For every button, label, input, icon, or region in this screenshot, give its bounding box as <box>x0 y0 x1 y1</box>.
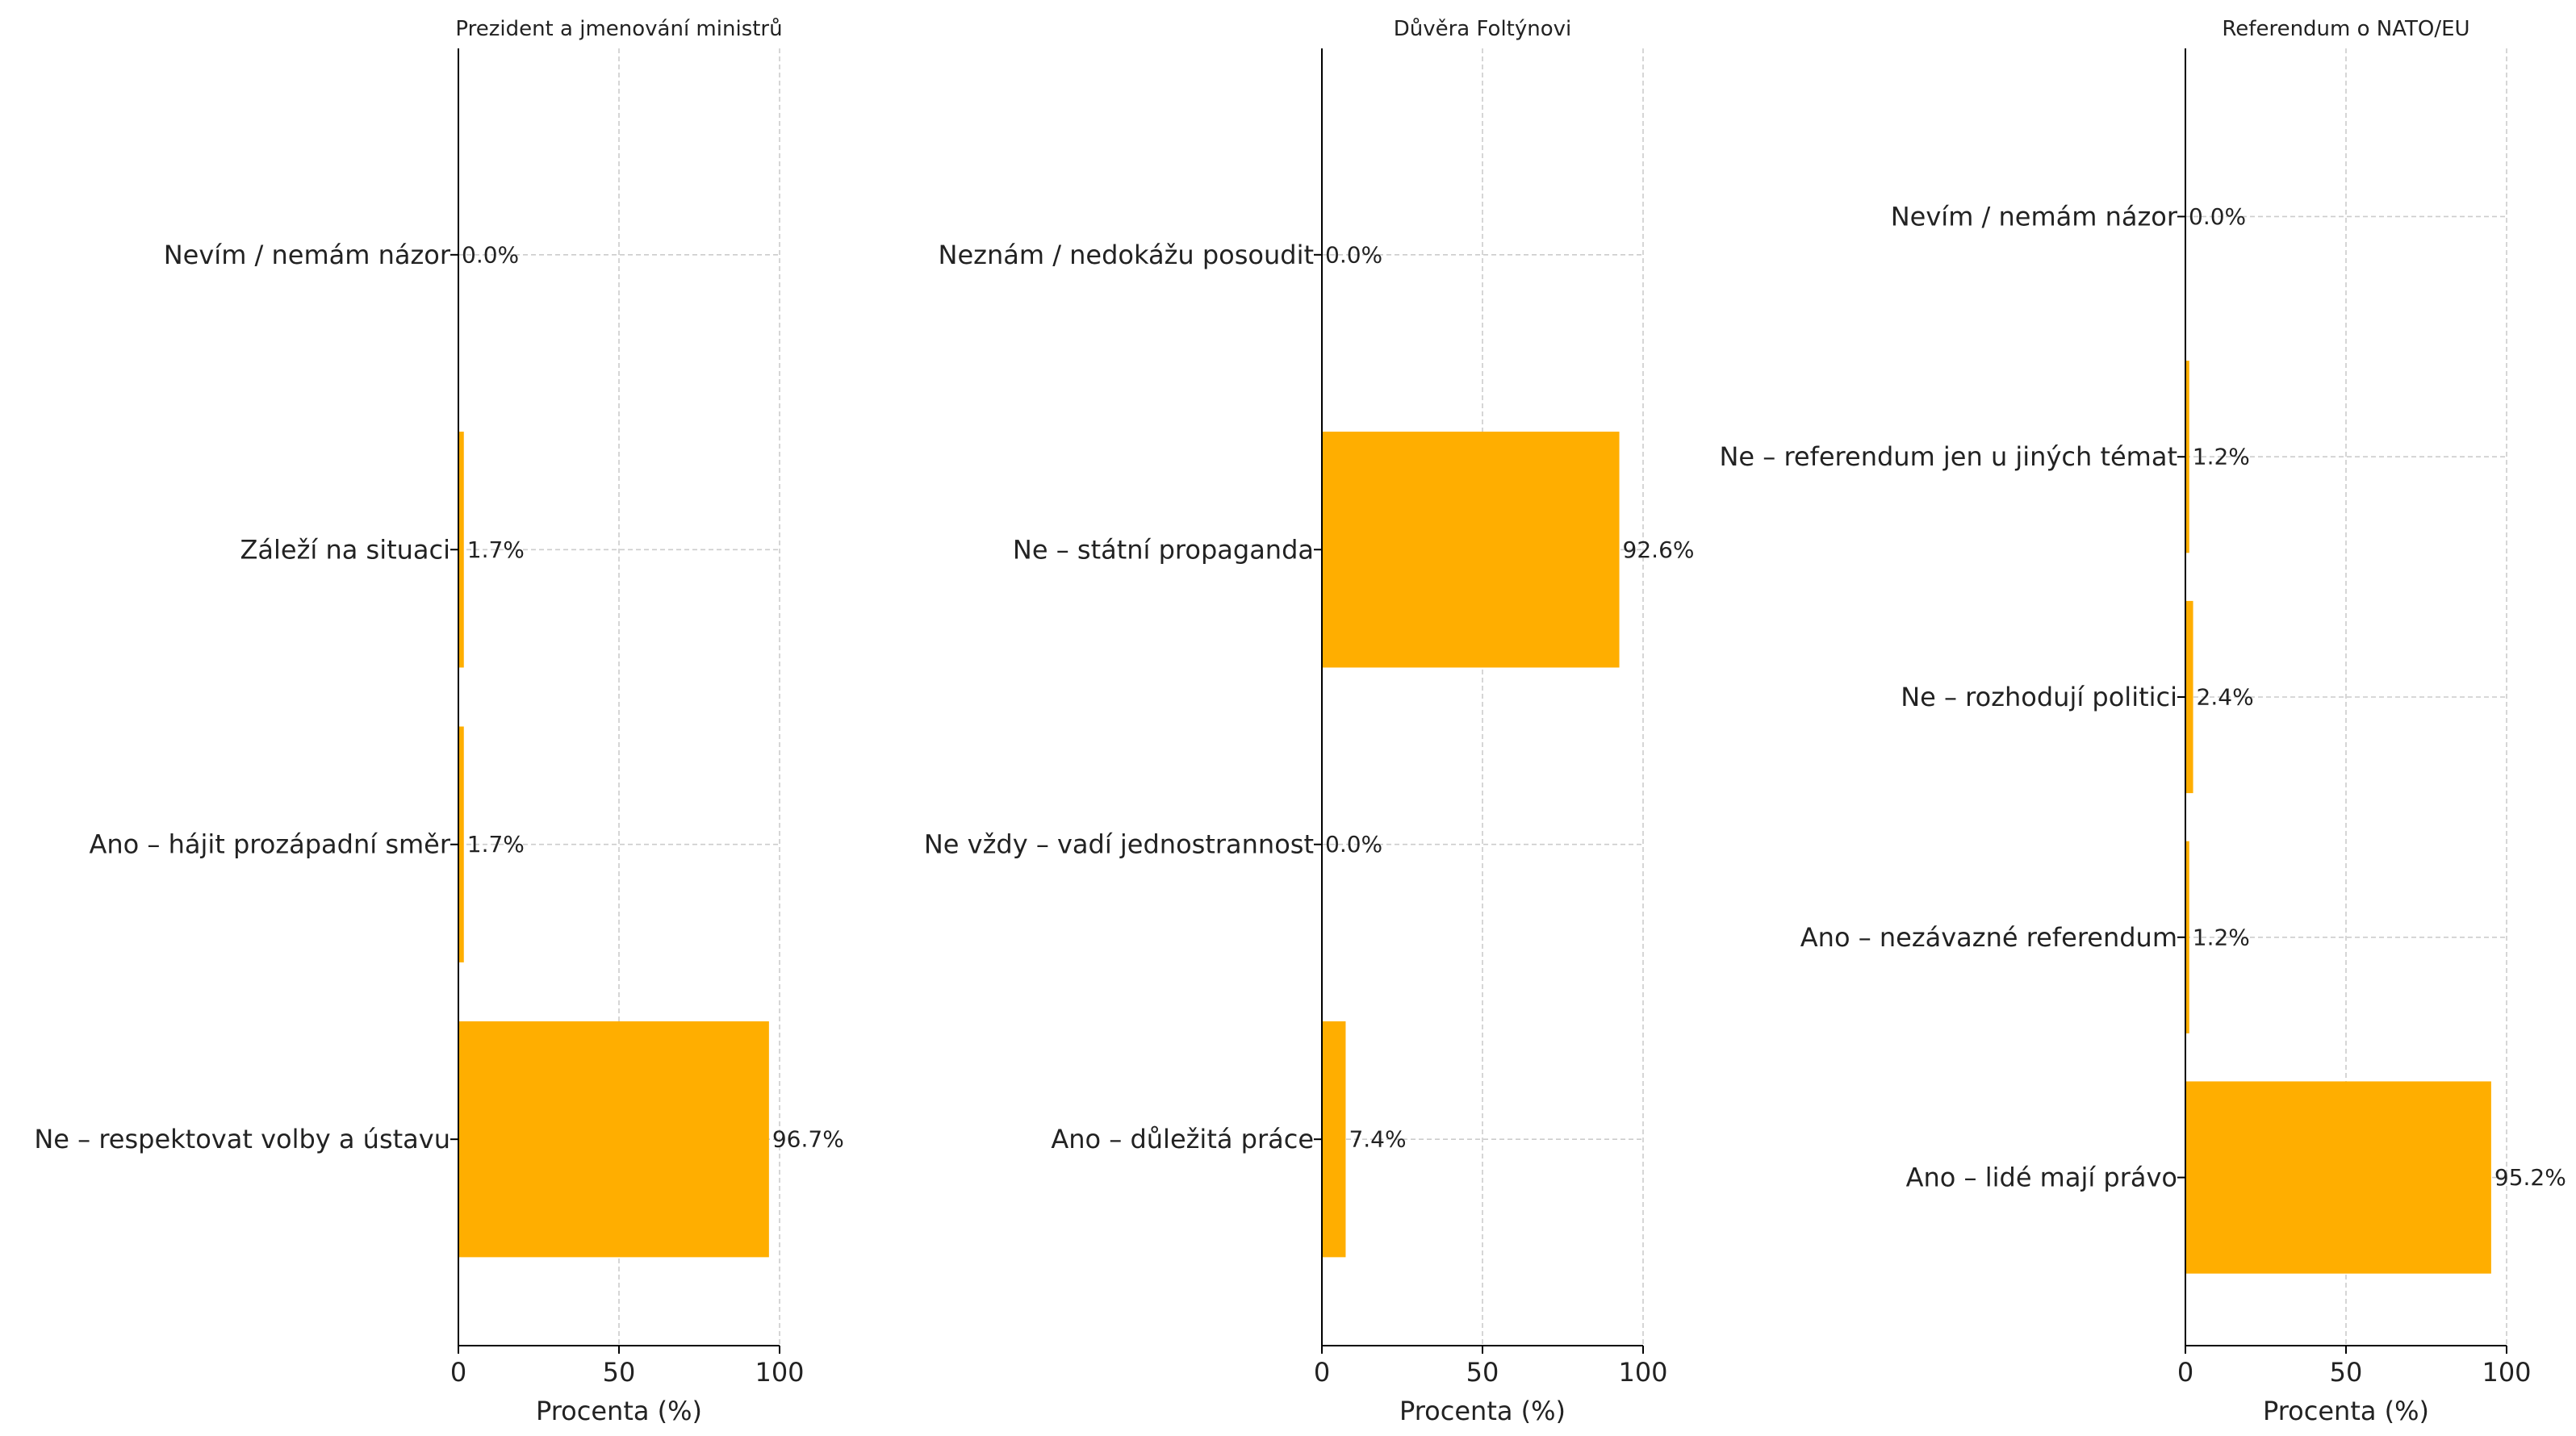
category-label: Ne – státní propaganda <box>1013 534 1314 565</box>
x-tick-label: 50 <box>1466 1357 1499 1388</box>
bar <box>2185 841 2189 1033</box>
bar <box>2185 361 2189 553</box>
chart-panel-1: Ne – respektovat volby a ústavu Ano – háj… <box>34 17 843 1426</box>
x-tick-label: 0 <box>1314 1357 1330 1388</box>
x-tick-label: 100 <box>2482 1357 2531 1388</box>
x-tick-label: 0 <box>2177 1357 2193 1388</box>
data-label: 1.2% <box>2193 924 2250 950</box>
category-label: Ne vždy – vadí jednostrannost <box>924 829 1314 860</box>
data-label: 1.7% <box>467 831 525 858</box>
chart-title: Referendum o NATO/EU <box>2222 17 2469 41</box>
category-label: Ano – lidé mají právo <box>1906 1163 2177 1193</box>
data-label: 92.6% <box>1623 536 1695 563</box>
chart-panel-3: Ano – lidé mají právo Ano – nezávazné ref… <box>1719 17 2566 1426</box>
x-tick-label: 50 <box>2330 1357 2363 1388</box>
data-label: 95.2% <box>2494 1164 2566 1191</box>
data-label: 7.4% <box>1349 1126 1406 1153</box>
category-label: Záleží na situaci <box>240 534 450 565</box>
category-label: Ne – referendum jen u jiných témat <box>1719 441 2177 472</box>
data-label: 96.7% <box>772 1126 844 1153</box>
bar <box>458 432 464 668</box>
category-label: Nevím / nemám názor <box>164 240 451 270</box>
category-label: Ano – důležitá práce <box>1051 1124 1314 1154</box>
bar <box>1322 1021 1346 1258</box>
category-label: Ano – nezávazné referendum <box>1800 922 2177 953</box>
chart-panel-2: Ano – důležitá práce Ne vždy – vadí jedno… <box>924 17 1695 1426</box>
x-axis-label: Procenta (%) <box>1399 1396 1566 1426</box>
data-label: 0.0% <box>462 241 519 268</box>
bar <box>2185 1081 2491 1274</box>
data-label: 1.7% <box>467 536 525 563</box>
category-label: Ano – hájit prozápadní směr <box>90 829 451 860</box>
data-label: 0.0% <box>1325 241 1382 268</box>
data-label: 2.4% <box>2197 684 2254 711</box>
category-label: Neznám / nedokážu posoudit <box>939 240 1314 270</box>
x-tick-label: 50 <box>603 1357 636 1388</box>
data-label: 1.2% <box>2193 444 2250 470</box>
category-label: Ne – rozhodují politici <box>1901 682 2177 712</box>
x-tick-label: 100 <box>1618 1357 1667 1388</box>
x-tick-label: 0 <box>450 1357 466 1388</box>
bar <box>458 726 464 962</box>
data-label: 0.0% <box>1325 831 1382 858</box>
bar <box>1322 432 1620 668</box>
x-axis-label: Procenta (%) <box>536 1396 702 1426</box>
chart-title: Prezident a jmenování ministrů <box>455 17 782 41</box>
x-tick-label: 100 <box>755 1357 804 1388</box>
chart-title: Důvěra Foltýnovi <box>1394 17 1572 41</box>
category-label: Ne – respektovat volby a ústavu <box>34 1124 450 1154</box>
bar <box>458 1021 769 1258</box>
bar <box>2185 600 2193 794</box>
data-label: 0.0% <box>2189 203 2246 230</box>
category-label: Nevím / nemám názor <box>1891 201 2178 232</box>
x-axis-label: Procenta (%) <box>2263 1396 2429 1426</box>
